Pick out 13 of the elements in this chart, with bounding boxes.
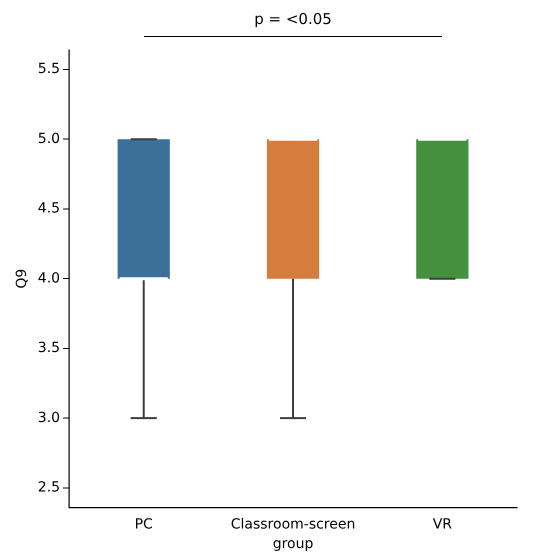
y-tick-label: 4.0 <box>38 270 60 286</box>
y-tick-label: 3.0 <box>38 410 60 426</box>
y-axis-title: Q9 <box>14 268 30 289</box>
y-tick-label: 4.5 <box>38 200 60 217</box>
y-tick-label: 3.5 <box>38 340 60 356</box>
y-tick-label: 2.5 <box>38 480 60 496</box>
x-tick-label: PC <box>134 516 154 532</box>
x-tick-label: Classroom-screen <box>230 516 356 532</box>
y-tick-label: 5.0 <box>38 130 60 147</box>
text: p = <0.05 <box>253 10 333 28</box>
y-tick-label: 5.5 <box>38 61 60 78</box>
x-tick-label: VR <box>432 516 452 532</box>
x-axis-title: group <box>272 536 314 552</box>
